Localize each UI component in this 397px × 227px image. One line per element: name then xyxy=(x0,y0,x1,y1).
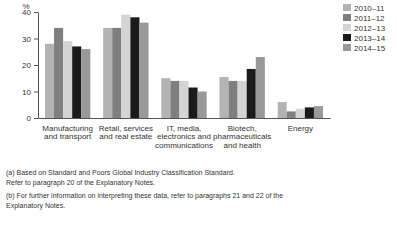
legend-item: 2012–13 xyxy=(343,24,386,33)
bar xyxy=(112,28,121,118)
bar xyxy=(247,69,256,118)
legend-swatch xyxy=(343,4,351,11)
footnote: (a) Based on Standard and Poors Global I… xyxy=(6,169,235,177)
x-tick: Biotech,pharmaceuticalsand health xyxy=(213,118,271,150)
x-tick: IT, media,electronics andcommunications xyxy=(155,118,213,150)
legend-label: 2014–15 xyxy=(354,44,386,53)
x-tick: Retail, servicesand real estate xyxy=(99,118,153,141)
bar xyxy=(121,15,130,118)
y-tick-label: 10 xyxy=(22,88,31,97)
x-tick-label: Retail, servicesand real estate xyxy=(99,124,153,142)
y-tick: 30 xyxy=(22,35,38,44)
y-tick-mark xyxy=(34,12,38,13)
bar xyxy=(256,57,265,118)
x-tick: Energy xyxy=(288,118,313,133)
y-tick-mark xyxy=(34,39,38,40)
bar xyxy=(63,41,72,118)
legend-swatch xyxy=(343,44,351,51)
bars xyxy=(45,15,323,118)
legend-item: 2014–15 xyxy=(343,44,386,53)
y-axis: 010203040 xyxy=(22,8,38,123)
bar xyxy=(189,88,198,118)
y-tick-label: 30 xyxy=(22,35,31,44)
bar xyxy=(314,106,323,118)
x-tick-label: IT, media,electronics andcommunications xyxy=(155,124,213,151)
y-tick-mark xyxy=(34,65,38,66)
bar xyxy=(278,102,287,118)
bar xyxy=(287,111,296,118)
legend-label: 2010–11 xyxy=(354,4,385,13)
chart: 010203040Manufacturingand transportRetai… xyxy=(0,0,397,227)
bar xyxy=(296,109,305,118)
footnote: (b) For further information on interpret… xyxy=(6,192,283,200)
x-axis-line xyxy=(39,118,331,119)
bar xyxy=(139,23,148,118)
y-tick-label: 20 xyxy=(22,61,31,70)
bar xyxy=(54,28,63,118)
legend-label: 2011–12 xyxy=(354,14,385,23)
bar xyxy=(229,81,238,118)
bar xyxy=(219,77,228,118)
legend-swatch xyxy=(343,14,351,21)
y-axis-line xyxy=(38,13,39,119)
y-tick: 20 xyxy=(22,61,38,70)
x-tick-label: Manufacturingand transport xyxy=(42,124,93,142)
legend-swatch xyxy=(343,24,351,31)
y-tick-label: 0 xyxy=(27,114,32,123)
legend-label: 2012–13 xyxy=(354,24,386,33)
y-axis-title: % xyxy=(22,2,29,11)
legend-item: 2013–14 xyxy=(343,34,386,43)
y-tick-mark xyxy=(34,92,38,93)
y-tick: 10 xyxy=(22,88,38,97)
legend-label: 2013–14 xyxy=(354,34,386,43)
bar xyxy=(130,17,139,118)
footnote: Explanatory Notes. xyxy=(6,202,65,210)
footnote: Refer to paragraph 20 of the Explanatory… xyxy=(6,179,155,187)
bar xyxy=(198,92,207,119)
bar xyxy=(81,49,90,118)
bar xyxy=(45,44,54,118)
y-tick-mark xyxy=(34,118,38,119)
x-axis: Manufacturingand transport Retail, servic… xyxy=(39,118,331,150)
x-tick: Manufacturingand transport xyxy=(42,118,93,141)
legend-item: 2010–11 xyxy=(343,4,385,13)
x-tick-label: Biotech,pharmaceuticalsand health xyxy=(213,124,271,151)
bar xyxy=(305,107,314,118)
bar xyxy=(179,81,188,118)
legend: 2010–112011–122012–132013–142014–15 xyxy=(343,4,386,53)
bar xyxy=(161,78,170,118)
legend-swatch xyxy=(343,34,351,41)
bar xyxy=(103,28,112,118)
legend-item: 2011–12 xyxy=(343,14,385,23)
y-tick: 0 xyxy=(27,114,38,123)
bar xyxy=(72,46,81,118)
bar xyxy=(238,81,247,118)
x-tick-label: Energy xyxy=(288,124,313,133)
bar xyxy=(170,81,179,118)
